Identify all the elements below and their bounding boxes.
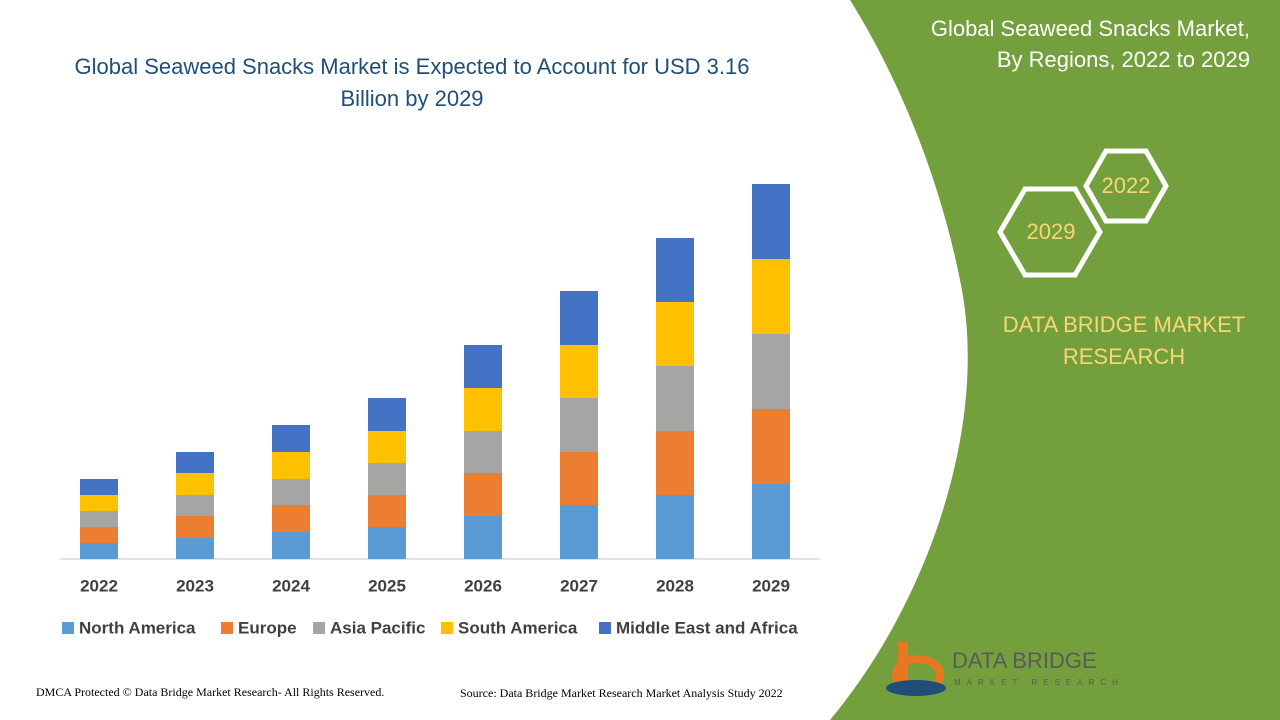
x-tick-label: 2028 bbox=[656, 576, 694, 595]
bar-segment bbox=[80, 543, 118, 559]
legend-label: Middle East and Africa bbox=[616, 618, 798, 637]
bar-segment bbox=[752, 184, 790, 259]
bar-segment bbox=[656, 431, 694, 495]
bar-segment bbox=[368, 463, 406, 495]
chart-title: Global Seaweed Snacks Market is Expected… bbox=[74, 54, 749, 111]
legend-swatch bbox=[313, 622, 325, 634]
bar-segment bbox=[272, 505, 310, 532]
logo-mark bbox=[886, 680, 946, 696]
bar-segment bbox=[464, 516, 502, 559]
bar-segment bbox=[272, 452, 310, 479]
x-tick-label: 2022 bbox=[80, 576, 118, 595]
bar-segment bbox=[656, 238, 694, 302]
bar-segment bbox=[752, 409, 790, 484]
legend-label: Europe bbox=[238, 618, 297, 637]
hexagon bbox=[1083, 148, 1169, 224]
x-tick-label: 2024 bbox=[272, 576, 310, 595]
x-tick-label: 2023 bbox=[176, 576, 214, 595]
hex-label: 2022 bbox=[1102, 173, 1151, 198]
x-tick-label: 2029 bbox=[752, 576, 790, 595]
bar-segment bbox=[752, 259, 790, 334]
logo-tagline: MARKET RESEARCH bbox=[954, 678, 1124, 687]
bar-segment bbox=[560, 452, 598, 505]
bar-segment bbox=[368, 527, 406, 559]
x-tick-label: 2026 bbox=[464, 576, 502, 595]
green-panel bbox=[830, 0, 1280, 720]
brand-text: DATA BRIDGE MARKET bbox=[1003, 312, 1245, 337]
bar-segment bbox=[176, 538, 214, 559]
bar-segment bbox=[176, 495, 214, 516]
bar-segment bbox=[560, 505, 598, 559]
bar-segment bbox=[560, 398, 598, 452]
bar-segment bbox=[80, 479, 118, 495]
bar-segment bbox=[656, 366, 694, 431]
bar-segment bbox=[560, 345, 598, 398]
bar-segment bbox=[368, 431, 406, 463]
bar-segment bbox=[176, 452, 214, 473]
x-tick-label: 2025 bbox=[368, 576, 406, 595]
brand-text: RESEARCH bbox=[1063, 344, 1185, 369]
panel-title: Global Seaweed Snacks Market, bbox=[931, 16, 1250, 41]
logo: DATA BRIDGE MARKET RESEARCH bbox=[886, 642, 1124, 696]
legend-swatch bbox=[221, 622, 233, 634]
legend-label: South America bbox=[458, 618, 578, 637]
footer-right: Source: Data Bridge Market Research Mark… bbox=[460, 686, 783, 700]
bar-segment bbox=[752, 484, 790, 559]
legend-label: North America bbox=[79, 618, 196, 637]
legend-swatch bbox=[599, 622, 611, 634]
x-tick-label: 2027 bbox=[560, 576, 598, 595]
bar-segment bbox=[80, 511, 118, 527]
logo-name: DATA BRIDGE bbox=[952, 648, 1097, 673]
bar-segment bbox=[464, 388, 502, 431]
hexagon bbox=[997, 186, 1103, 278]
bar-segment bbox=[80, 527, 118, 543]
bar-segment bbox=[368, 495, 406, 527]
bar-segment bbox=[560, 291, 598, 345]
bar-segment bbox=[464, 431, 502, 473]
legend-swatch bbox=[441, 622, 453, 634]
legend-swatch bbox=[62, 622, 74, 634]
bar-segment bbox=[272, 479, 310, 505]
bar-segment bbox=[368, 398, 406, 431]
legend-label: Asia Pacific bbox=[330, 618, 425, 637]
bar-segment bbox=[656, 495, 694, 559]
bar-segment bbox=[272, 425, 310, 452]
hex-label: 2029 bbox=[1027, 219, 1076, 244]
bar-segment bbox=[464, 473, 502, 516]
bar-segment bbox=[272, 532, 310, 559]
bar-segment bbox=[80, 495, 118, 511]
panel-title: By Regions, 2022 to 2029 bbox=[997, 47, 1250, 72]
bar-segment bbox=[176, 473, 214, 495]
bar-segment bbox=[176, 516, 214, 538]
footer-left: DMCA Protected © Data Bridge Market Rese… bbox=[36, 685, 384, 699]
bar-segment bbox=[656, 302, 694, 366]
bar-segment bbox=[752, 334, 790, 409]
bar-segment bbox=[464, 345, 502, 388]
